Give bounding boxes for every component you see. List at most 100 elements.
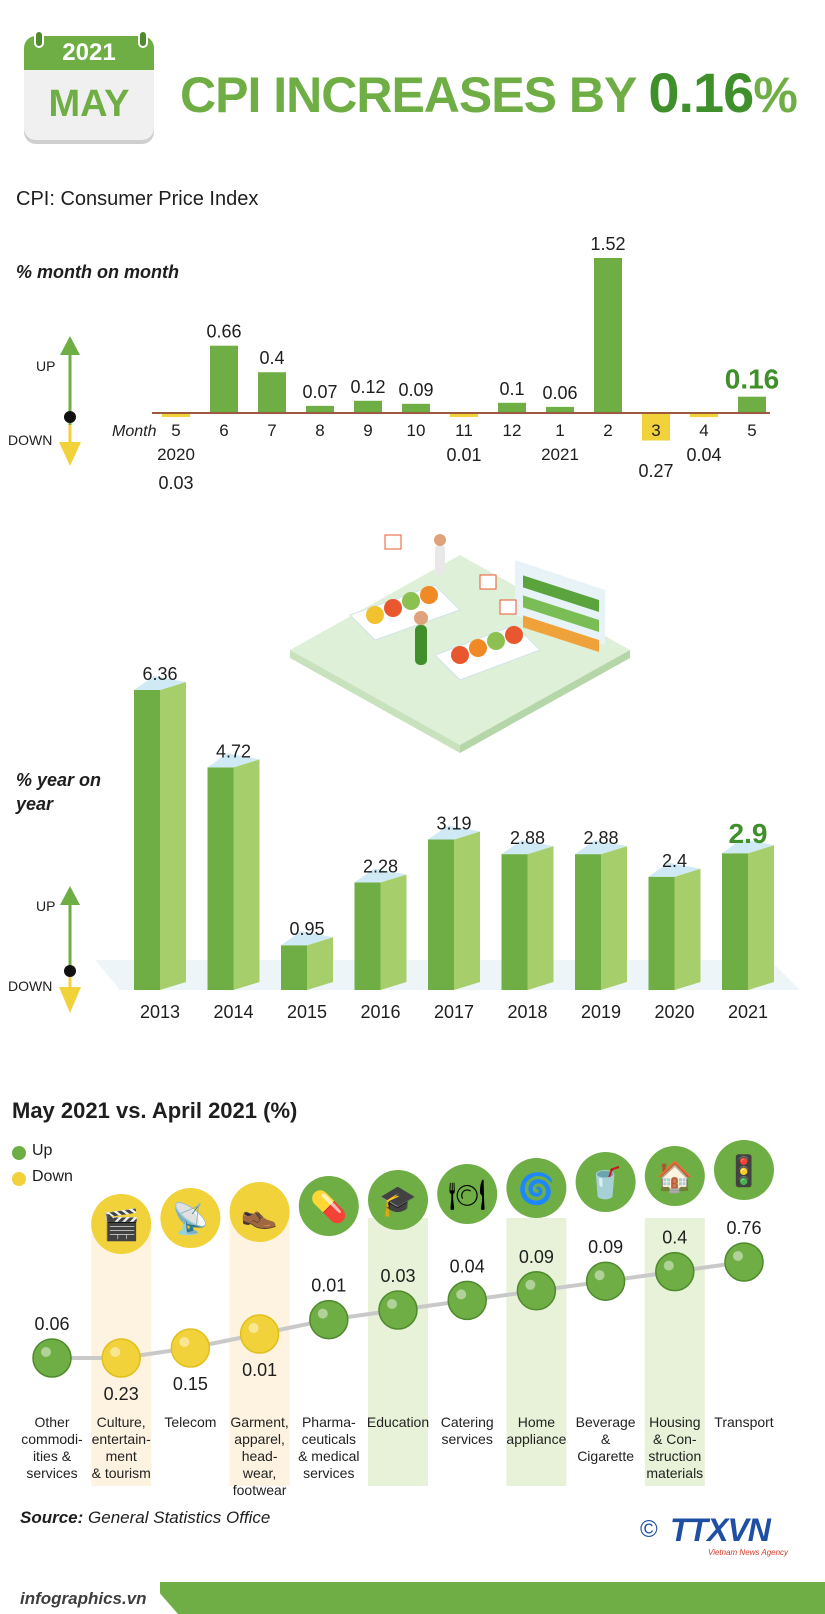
mom-value-label: 0.4	[259, 348, 284, 368]
footer-slash	[150, 1582, 178, 1614]
category-dot-shine	[594, 1270, 605, 1281]
mom-value-label: 0.66	[206, 322, 241, 342]
mom-tick-label: 5	[171, 421, 180, 440]
category-dot	[239, 1314, 280, 1354]
grocery-store-illustration	[290, 534, 630, 753]
yoy-bar	[501, 854, 528, 990]
yoy-down-label: DOWN	[8, 978, 53, 994]
beverage-icon	[575, 1152, 636, 1212]
yoy-bar	[281, 945, 307, 990]
category-dot	[101, 1338, 141, 1378]
category-dot-shine	[525, 1279, 536, 1290]
mom-bar	[210, 345, 238, 413]
yoy-bar	[575, 854, 601, 990]
shirt-shoe-icon: 👞	[241, 1197, 278, 1230]
source-line: Source: General Statistics Office	[20, 1508, 270, 1528]
calendar-badge: 2021 MAY	[24, 36, 154, 140]
mom-value-label: 0.27	[638, 461, 673, 481]
graduation-cap-icon: 🎓	[379, 1185, 416, 1218]
mom-chart-title: % month on month	[16, 262, 179, 282]
yoy-bar-top	[648, 862, 701, 877]
yoy-tick-label: 2021	[728, 1002, 768, 1022]
category-value-label: 0.4	[662, 1228, 687, 1248]
category-dot-shine	[41, 1347, 51, 1357]
legend-down-dot	[12, 1172, 26, 1186]
category-dot	[655, 1251, 695, 1292]
yoy-value-label: 2.88	[510, 828, 545, 848]
mom-tick-label: 11	[455, 421, 473, 440]
headline-value: 0.16	[648, 61, 754, 124]
washing-machine-icon: 🌀	[518, 1170, 555, 1206]
yoy-tick-label: 2018	[507, 1002, 547, 1022]
mom-tick-label: 10	[407, 421, 426, 440]
yoy-value-label: 2.4	[662, 851, 687, 871]
yoy-bar-top	[207, 753, 260, 768]
category-dot-shine	[663, 1260, 674, 1271]
category-value-label: 0.15	[173, 1374, 208, 1394]
page-title: CPI INCREASES BY 0.16%	[180, 60, 820, 125]
traffic-light-icon	[714, 1140, 774, 1200]
source-label: Source:	[20, 1508, 84, 1527]
mom-up-label: UP	[36, 358, 56, 374]
mom-tick-label: 8	[315, 421, 324, 440]
washing-machine-icon	[506, 1158, 567, 1218]
yoy-bar	[428, 839, 454, 990]
yoy-tick-label: 2016	[360, 1002, 400, 1022]
yoy-bar-side	[380, 874, 407, 990]
mom-tick-label: 2	[603, 421, 612, 440]
yoy-bar-side	[454, 831, 480, 990]
footer-site: infographics.vn	[20, 1589, 147, 1608]
yoy-bar-side	[674, 868, 701, 990]
mom-value-label: 0.1	[499, 379, 524, 399]
house-icon: 🏠	[656, 1160, 693, 1194]
mom-down-label: DOWN	[8, 432, 53, 448]
mom-value-label: 0.03	[158, 473, 193, 493]
mom-value-label: 0.04	[686, 445, 721, 465]
category-dot	[447, 1280, 487, 1321]
yoy-value-label: 2.88	[583, 828, 618, 848]
food-plate-icon: 🍽	[448, 1179, 486, 1212]
mom-bar	[354, 400, 382, 413]
yoy-bar	[134, 690, 160, 990]
mom-bar	[450, 413, 478, 417]
antenna-tower-icon	[160, 1188, 221, 1248]
category-value-label: 0.23	[104, 1384, 139, 1404]
yoy-bar-side	[748, 845, 774, 990]
yoy-bar-top	[722, 839, 774, 854]
yoy-tick-label: 2013	[140, 1002, 180, 1022]
yoy-value-label: 4.72	[216, 741, 251, 761]
yoy-chart: 6.36 2013 4.72 2014 0.95 2015 2.28 2016 3.19 2017…	[59, 664, 800, 1022]
yoy-bar-top	[575, 840, 627, 855]
food-plate-icon	[437, 1164, 498, 1224]
category-dot	[378, 1290, 418, 1330]
yoy-bar-top	[354, 868, 407, 883]
category-value-label: 0.01	[242, 1360, 277, 1380]
yoy-value-label: 3.19	[436, 814, 471, 834]
mom-tick-label: 12	[503, 421, 522, 440]
mom-tick-label: 3	[651, 421, 660, 440]
category-dot	[585, 1261, 626, 1301]
category-dot-shine	[110, 1347, 121, 1357]
calendar-ring-icon	[34, 30, 44, 48]
shirt-shoe-icon	[229, 1182, 290, 1242]
yoy-bar-top	[134, 676, 186, 690]
legend-up-dot	[12, 1146, 26, 1160]
mom-year-label: 2021	[541, 445, 579, 464]
calendar-month: MAY	[48, 83, 130, 125]
mom-value-label: 1.52	[590, 234, 625, 254]
yoy-tick-label: 2020	[654, 1002, 694, 1022]
headline-prefix: CPI INCREASES BY	[180, 67, 649, 123]
category-dot-shine	[733, 1251, 743, 1261]
legend-down-label: Down	[32, 1168, 73, 1185]
clapperboard-icon: 🎬	[103, 1207, 140, 1242]
yoy-bar-side	[160, 682, 186, 990]
graduation-cap-icon	[368, 1170, 428, 1230]
yoy-tick-label: 2015	[287, 1002, 327, 1022]
category-dot	[32, 1338, 72, 1378]
mom-bar	[162, 413, 190, 417]
antenna-tower-icon: 📡	[172, 1199, 209, 1236]
yoy-bar-top	[281, 931, 333, 946]
category-highlight-band	[506, 1218, 567, 1486]
mom-bar	[498, 402, 526, 413]
mom-updown-arrow-icon	[59, 336, 81, 466]
